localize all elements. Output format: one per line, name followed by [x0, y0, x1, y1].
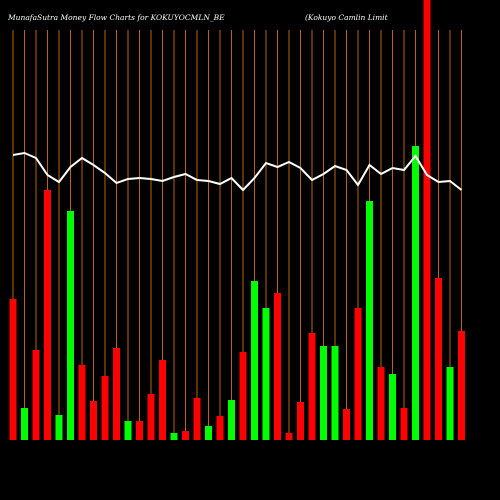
bar: [216, 416, 224, 440]
bar: [320, 346, 327, 440]
bar: [170, 433, 178, 440]
bar: [354, 308, 362, 440]
bar: [274, 293, 281, 440]
bar: [343, 409, 350, 440]
bar: [458, 331, 465, 440]
bar: [147, 394, 155, 440]
bar: [412, 146, 419, 440]
bar: [9, 299, 17, 440]
bar: [159, 360, 166, 440]
bar: [366, 201, 373, 440]
bar: [136, 421, 143, 440]
bar: [423, 0, 431, 440]
bar: [435, 278, 442, 440]
bar: [193, 398, 201, 440]
bar: [377, 367, 385, 440]
bar: [21, 408, 28, 440]
bar: [228, 400, 235, 440]
bar: [101, 376, 109, 440]
line: [12, 151, 463, 192]
bar: [251, 281, 258, 440]
bar: [44, 190, 51, 440]
chart-title: MunafaSutra Money Flow Charts for KOKUYO…: [7, 13, 225, 22]
bar: [124, 421, 132, 440]
bar: [400, 408, 408, 440]
bar: [182, 431, 189, 440]
bar: [285, 433, 293, 440]
bar: [262, 308, 270, 440]
bar: [389, 374, 396, 440]
bar: [239, 352, 247, 440]
bar: [113, 348, 120, 440]
bar: [308, 333, 316, 440]
bar: [67, 211, 74, 440]
bar: [205, 426, 212, 440]
bar: [297, 402, 304, 440]
bar: [32, 350, 40, 440]
bar: [331, 346, 339, 440]
bar: [446, 367, 454, 440]
bar: [90, 401, 97, 440]
bar: [55, 415, 63, 440]
bar: [78, 365, 86, 440]
chart-subtitle: (Kokuyo Camlin Limit: [305, 13, 389, 22]
